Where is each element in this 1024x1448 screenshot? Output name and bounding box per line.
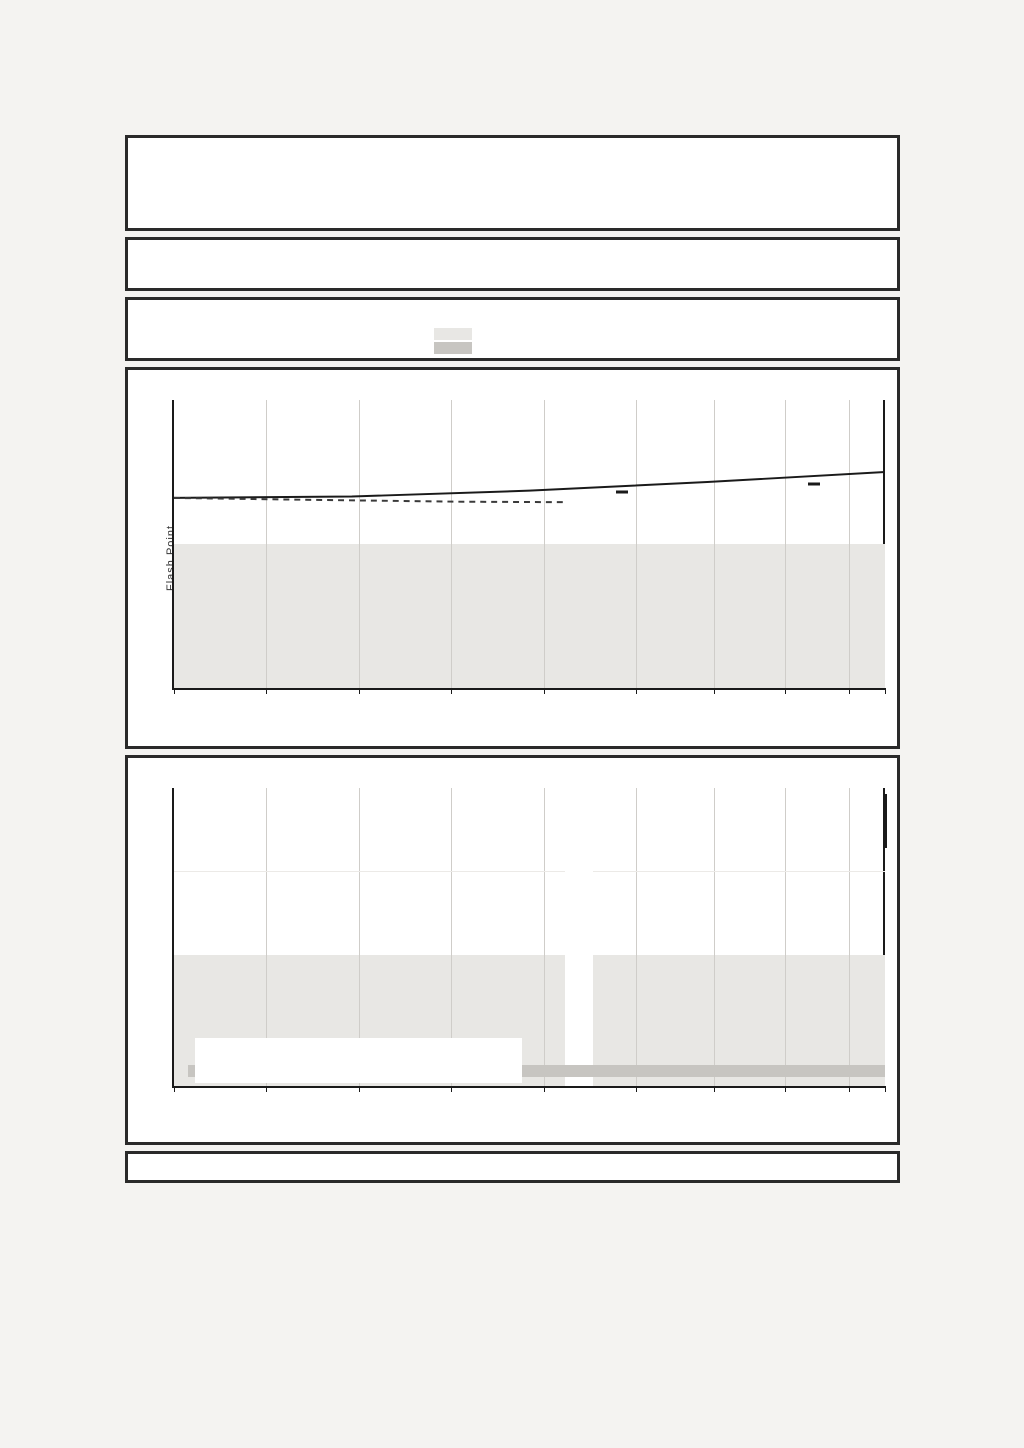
x-tick bbox=[885, 688, 886, 694]
data-marker bbox=[808, 482, 820, 485]
legend-title bbox=[142, 312, 883, 324]
chart2-plot-area bbox=[172, 788, 885, 1088]
sub-info-panel bbox=[125, 237, 900, 291]
data-marker bbox=[616, 491, 628, 494]
chart-panel-1: Flash Point bbox=[125, 367, 900, 749]
chart1-lines bbox=[174, 400, 885, 688]
header-info-panel bbox=[125, 135, 900, 231]
legend-panel bbox=[125, 297, 900, 361]
gridline bbox=[785, 788, 786, 1086]
faint-mid-line bbox=[174, 871, 885, 872]
document-page: Flash Point bbox=[125, 135, 900, 1189]
legend-item bbox=[142, 328, 883, 340]
chart2-x-axis bbox=[172, 1088, 885, 1108]
x-tick bbox=[885, 1086, 886, 1092]
chart1-plot-area bbox=[172, 400, 885, 690]
legend-item bbox=[142, 342, 883, 354]
axis-segment bbox=[172, 794, 174, 848]
chart1-x-axis bbox=[172, 690, 885, 710]
chart2-title bbox=[172, 768, 885, 782]
center-gap bbox=[565, 788, 593, 1086]
chart1-title bbox=[172, 380, 885, 394]
series-dashed bbox=[174, 498, 565, 502]
gridline bbox=[849, 788, 850, 1086]
series-solid bbox=[174, 472, 885, 498]
legend-swatch bbox=[434, 328, 472, 340]
axis-segment bbox=[885, 794, 887, 848]
chart-panel-2 bbox=[125, 755, 900, 1145]
legend-swatch bbox=[434, 342, 472, 354]
gridline bbox=[636, 788, 637, 1086]
gridline bbox=[544, 788, 545, 1086]
white-overlay bbox=[195, 1038, 522, 1083]
gridline bbox=[714, 788, 715, 1086]
footer-panel bbox=[125, 1151, 900, 1183]
